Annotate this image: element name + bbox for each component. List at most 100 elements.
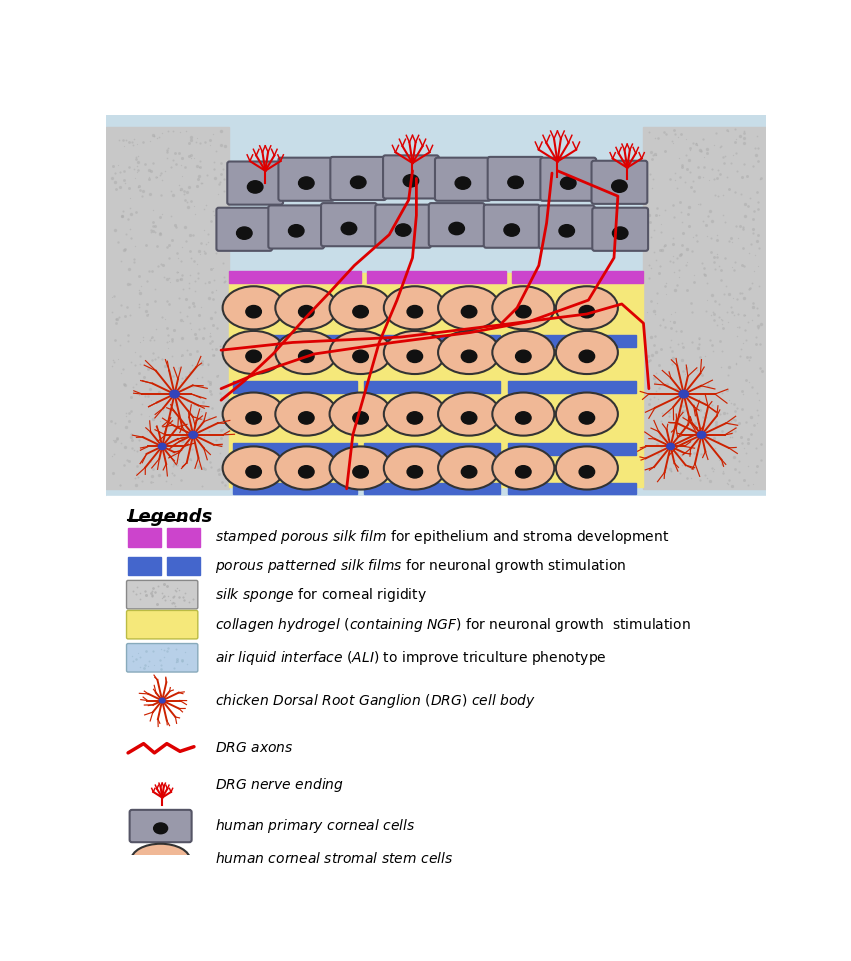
Ellipse shape	[438, 447, 500, 489]
Text: $\it{human\ corneal\ stromal\ stem\ cells}$: $\it{human\ corneal\ stromal\ stem\ cell…	[214, 850, 453, 866]
Bar	[508, 334, 636, 347]
Bar	[643, 127, 766, 489]
Bar	[512, 271, 643, 283]
Bar	[128, 556, 162, 575]
Ellipse shape	[556, 286, 618, 330]
Text: $\it{chicken\ Dorsal\ Root\ Ganglion\ (DRG)\ cell\ body}$: $\it{chicken\ Dorsal\ Root\ Ganglion\ (D…	[214, 692, 536, 709]
Bar	[364, 443, 500, 455]
FancyBboxPatch shape	[592, 208, 648, 251]
Ellipse shape	[504, 224, 519, 236]
FancyBboxPatch shape	[484, 205, 540, 248]
Ellipse shape	[493, 331, 554, 374]
Ellipse shape	[561, 177, 576, 189]
FancyBboxPatch shape	[330, 157, 386, 200]
Bar	[364, 483, 500, 494]
FancyBboxPatch shape	[268, 206, 324, 249]
Bar	[106, 115, 766, 497]
Text: $\it{stamped\ porous\ silk\ film}$ for epithelium and stroma development: $\it{stamped\ porous\ silk\ film}$ for e…	[214, 529, 669, 546]
Ellipse shape	[461, 411, 477, 424]
Ellipse shape	[384, 331, 446, 374]
Ellipse shape	[299, 177, 314, 189]
Ellipse shape	[329, 331, 391, 374]
Ellipse shape	[516, 306, 531, 318]
Text: $\it{silk\ sponge}$ for corneal rigidity: $\it{silk\ sponge}$ for corneal rigidity	[214, 586, 427, 604]
FancyBboxPatch shape	[383, 156, 439, 199]
Ellipse shape	[384, 392, 446, 435]
Bar	[508, 483, 636, 494]
Ellipse shape	[223, 392, 284, 435]
Ellipse shape	[353, 350, 368, 362]
FancyBboxPatch shape	[127, 644, 197, 672]
FancyBboxPatch shape	[127, 580, 197, 609]
Text: $\it{air\ liquid\ interface\ (ALI)}$ to improve triculture phenotype: $\it{air\ liquid\ interface\ (ALI)}$ to …	[214, 650, 607, 667]
Ellipse shape	[351, 176, 366, 188]
Ellipse shape	[438, 392, 500, 435]
Ellipse shape	[612, 180, 627, 192]
Ellipse shape	[299, 466, 314, 478]
Ellipse shape	[154, 823, 168, 834]
Ellipse shape	[455, 177, 471, 189]
Ellipse shape	[299, 411, 314, 424]
Ellipse shape	[407, 350, 423, 362]
Bar	[367, 271, 506, 283]
Text: $\it{porous\ patterned\ silk\ films}$ for neuronal growth stimulation: $\it{porous\ patterned\ silk\ films}$ fo…	[214, 556, 626, 575]
Ellipse shape	[407, 411, 423, 424]
FancyBboxPatch shape	[429, 203, 484, 246]
Ellipse shape	[154, 861, 168, 872]
Bar	[232, 443, 357, 455]
Ellipse shape	[276, 392, 337, 435]
Ellipse shape	[461, 350, 477, 362]
Ellipse shape	[276, 331, 337, 374]
Ellipse shape	[559, 225, 574, 237]
Ellipse shape	[516, 411, 531, 424]
Ellipse shape	[353, 466, 368, 478]
Bar	[167, 528, 200, 547]
Ellipse shape	[353, 411, 368, 424]
Ellipse shape	[131, 844, 190, 876]
Ellipse shape	[299, 350, 314, 362]
Bar	[508, 443, 636, 455]
Ellipse shape	[329, 392, 391, 435]
Bar	[364, 381, 500, 393]
Ellipse shape	[407, 306, 423, 318]
Bar	[106, 497, 766, 855]
Bar	[232, 483, 357, 494]
Ellipse shape	[159, 698, 165, 702]
Ellipse shape	[580, 466, 595, 478]
Bar	[106, 127, 229, 489]
Ellipse shape	[679, 390, 688, 398]
Ellipse shape	[248, 181, 263, 193]
Ellipse shape	[341, 222, 357, 234]
FancyBboxPatch shape	[321, 203, 377, 246]
Ellipse shape	[407, 466, 423, 478]
Bar	[167, 556, 200, 575]
Ellipse shape	[697, 431, 705, 438]
Bar	[364, 334, 500, 347]
Ellipse shape	[556, 447, 618, 489]
Ellipse shape	[580, 306, 595, 318]
Ellipse shape	[246, 466, 261, 478]
Ellipse shape	[329, 447, 391, 489]
Bar	[232, 334, 357, 347]
Ellipse shape	[246, 350, 261, 362]
Ellipse shape	[158, 443, 166, 450]
FancyBboxPatch shape	[375, 205, 431, 248]
FancyBboxPatch shape	[539, 206, 595, 249]
FancyBboxPatch shape	[216, 208, 272, 251]
FancyBboxPatch shape	[435, 158, 491, 201]
Ellipse shape	[493, 392, 554, 435]
Ellipse shape	[461, 306, 477, 318]
Text: $\it{collagen\ hydrogel\ (containing\ NGF)}$ for neuronal growth  stimulation: $\it{collagen\ hydrogel\ (containing\ NG…	[214, 616, 691, 634]
Ellipse shape	[396, 224, 411, 236]
Bar	[229, 273, 643, 487]
Ellipse shape	[353, 306, 368, 318]
Ellipse shape	[449, 222, 465, 234]
Ellipse shape	[384, 447, 446, 489]
Ellipse shape	[237, 227, 252, 239]
Ellipse shape	[223, 331, 284, 374]
Ellipse shape	[329, 286, 391, 330]
Ellipse shape	[613, 227, 628, 239]
Ellipse shape	[516, 466, 531, 478]
Ellipse shape	[246, 411, 261, 424]
Ellipse shape	[223, 286, 284, 330]
